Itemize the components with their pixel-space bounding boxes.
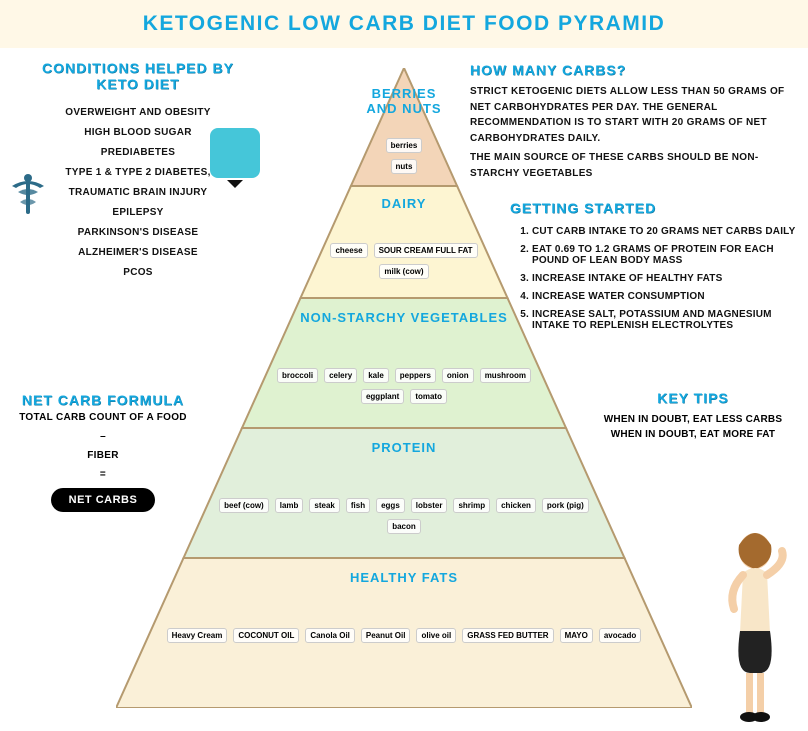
food-item: steak [309,498,339,513]
food-item: nuts [391,159,418,174]
food-item: bacon [387,519,421,534]
food-item: cheese [330,243,367,258]
food-item: fish [346,498,370,513]
food-item: mushroom [480,368,531,383]
pyramid-food-row: beef (cow) lamb steak fish eggs lobster shrimp… [212,498,595,534]
title-band: KETOGENIC LOW CARB DIET FOOD PYRAMID [0,0,808,48]
woman-illustration [710,523,800,723]
food-item: Peanut Oil [361,628,411,643]
food-item: GRASS FED BUTTER [462,628,553,643]
pyramid-food-row: Heavy Cream COCONUT OIL Canola Oil Peanut O… [154,628,654,643]
page-title: KETOGENIC LOW CARB DIET FOOD PYRAMID [143,12,666,36]
food-pyramid: BERRIESAND NUTSberriesnutsDAIRYcheeseSOU… [116,68,692,708]
food-item: shrimp [453,498,490,513]
food-item: peppers [395,368,436,383]
food-item: lamb [275,498,304,513]
food-item: tomato [410,389,447,404]
food-item: MAYO [560,628,593,643]
food-item: milk (cow) [379,264,428,279]
food-item: berries [386,138,423,153]
pyramid-food-row: broccoli celery kale peppers onion mushroom eg… [271,368,537,404]
food-item: onion [442,368,474,383]
caduceus-icon [10,172,46,222]
food-item: Canola Oil [305,628,355,643]
food-item: beef (cow) [219,498,269,513]
food-item: kale [363,368,389,383]
food-item: SOUR CREAM FULL FAT [374,243,478,258]
food-item: Heavy Cream [167,628,228,643]
food-item: lobster [411,498,448,513]
food-item: COCONUT OIL [233,628,299,643]
food-item: pork (pig) [542,498,589,513]
pyramid-food-row: cheese SOUR CREAM FULL FAT milk (cow) [327,243,481,279]
food-item: broccoli [277,368,318,383]
food-item: olive oil [416,628,456,643]
food-item: eggs [376,498,405,513]
food-item: avocado [599,628,641,643]
food-item: celery [324,368,357,383]
food-item: chicken [496,498,536,513]
pyramid-food-row: berries nuts [374,138,433,174]
food-item: eggplant [361,389,404,404]
